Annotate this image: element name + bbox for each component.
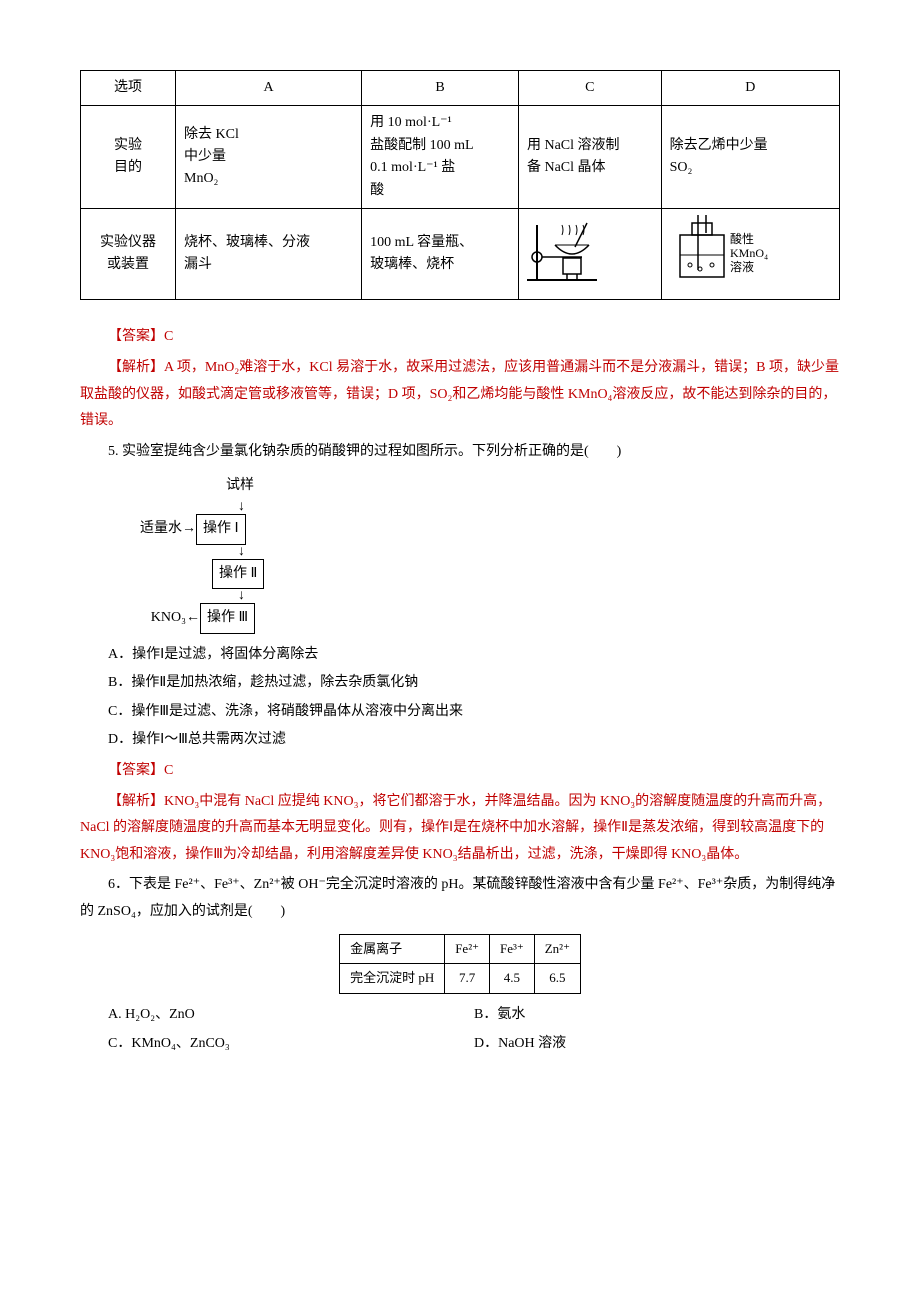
q6-opt-d: D．NaOH 溶液 (474, 1031, 840, 1058)
explain-q5: 【解析】KNO₃中混有 NaCl 应提纯 KNO₃，将它们都溶于水，并降温结晶。… (80, 789, 840, 869)
q6-opt-b: B．氨水 (474, 1002, 840, 1029)
q5-opt-c: C．操作Ⅲ是过滤、洗涤，将硝酸钾晶体从溶液中分离出来 (108, 699, 840, 726)
experiment-options-table: 选项 A B C D 实验 目的 除去 KCl 中少量 MnO₂ 用 10 mo… (80, 70, 840, 300)
q6-opt-a: A. H₂O₂、ZnO (108, 1002, 474, 1029)
flow-op3: 操作 Ⅲ (200, 603, 255, 634)
q6-opt-c: C．KMnO₄、ZnCO₃ (108, 1031, 474, 1058)
flow-output: KNO₃ (140, 605, 186, 632)
th-a: A (176, 71, 362, 106)
cell-apparatus-b: 100 mL 容量瓶、 玻璃棒、烧杯 (362, 208, 519, 299)
ph-fe3: 4.5 (489, 964, 534, 994)
evaporating-dish-icon (527, 215, 617, 293)
flow-op1: 操作 Ⅰ (196, 514, 246, 545)
label-acidic: 酸性 (730, 231, 754, 246)
cell-purpose-d: 除去乙烯中少量 SO₂ (661, 106, 839, 209)
ph-fe2: 7.7 (445, 964, 490, 994)
ph-th-fe3: Fe³⁺ (489, 934, 534, 964)
question-5-stem: 5. 实验室提纯含少量氯化钠杂质的硝酸钾的过程如图所示。下列分析正确的是( ) (80, 439, 840, 466)
explain-q4: 【解析】A 项，MnO₂难溶于水，KCl 易溶于水，故采用过滤法，应该用普通漏斗… (80, 355, 840, 435)
th-c: C (518, 71, 661, 106)
q5-opt-d: D．操作Ⅰ～Ⅲ总共需两次过滤 (108, 727, 840, 754)
arrow-down-icon: ↓ (238, 545, 840, 559)
th-d: D (661, 71, 839, 106)
cell-purpose-c: 用 NaCl 溶液制 备 NaCl 晶体 (518, 106, 661, 209)
th-b: B (362, 71, 519, 106)
label-solution: 溶液 (730, 259, 754, 274)
label-kmno4: KMnO₄ (730, 246, 768, 260)
cell-apparatus-a: 烧杯、玻璃棒、分液 漏斗 (176, 208, 362, 299)
arrow-down-icon: ↓ (238, 589, 840, 603)
th-option: 选项 (81, 71, 176, 106)
cell-purpose-b: 用 10 mol·L⁻¹ 盐酸配制 100 mL 0.1 mol·L⁻¹ 盐 酸 (362, 106, 519, 209)
cell-apparatus-c (518, 208, 661, 299)
row-label-apparatus: 实验仪器 或装置 (81, 208, 176, 299)
q5-opt-b: B．操作Ⅱ是加热浓缩，趁热过滤，除去杂质氯化钠 (108, 670, 840, 697)
q5-options: A．操作Ⅰ是过滤，将固体分离除去 B．操作Ⅱ是加热浓缩，趁热过滤，除去杂质氯化钠… (108, 642, 840, 754)
cell-apparatus-d: 酸性 KMnO₄ 溶液 (661, 208, 839, 299)
arrow-down-icon: ↓ (238, 500, 840, 514)
arrow-right-icon: → (182, 516, 196, 543)
ph-th-zn2: Zn²⁺ (534, 934, 580, 964)
answer-q5: 【答案】C (80, 758, 840, 785)
q6-options: A. H₂O₂、ZnO C．KMnO₄、ZnCO₃ B．氨水 D．NaOH 溶液 (108, 998, 840, 1061)
cell-purpose-a: 除去 KCl 中少量 MnO₂ (176, 106, 362, 209)
gas-washing-bottle-icon: 酸性 KMnO₄ 溶液 (670, 215, 790, 293)
answer-q4: 【答案】C (80, 324, 840, 351)
ph-th-fe2: Fe²⁺ (445, 934, 490, 964)
flow-left-input: 适量水 (140, 516, 182, 543)
arrow-left-icon: ← (186, 605, 200, 632)
flowchart-q5: 试样 ↓ 适量水 → 操作 Ⅰ ↓ 操作 Ⅱ ↓ KNO₃ ← 操作 Ⅲ (140, 473, 840, 633)
question-6-stem: 6．下表是 Fe²⁺、Fe³⁺、Zn²⁺被 OH⁻完全沉淀时溶液的 pH。某硫酸… (80, 872, 840, 925)
ph-zn2: 6.5 (534, 964, 580, 994)
ph-row-label: 完全沉淀时 pH (340, 964, 445, 994)
flow-top: 试样 (226, 473, 840, 500)
q5-opt-a: A．操作Ⅰ是过滤，将固体分离除去 (108, 642, 840, 669)
ph-precipitation-table: 金属离子 Fe²⁺ Fe³⁺ Zn²⁺ 完全沉淀时 pH 7.7 4.5 6.5 (339, 934, 581, 994)
flow-op2: 操作 Ⅱ (212, 559, 264, 590)
row-label-purpose: 实验 目的 (81, 106, 176, 209)
ph-th-ion: 金属离子 (340, 934, 445, 964)
